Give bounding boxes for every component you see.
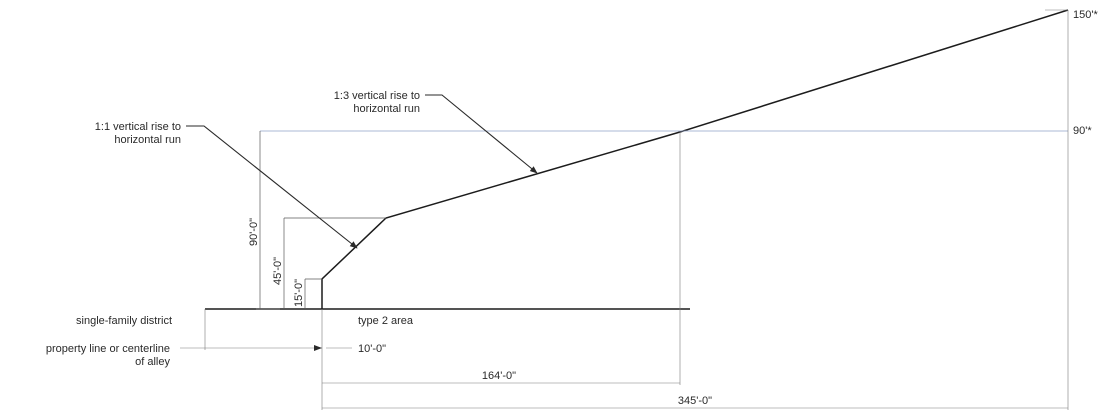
height-profile (321, 9, 1069, 309)
label-type2-area: type 2 area (358, 315, 414, 327)
label-1-3-line1: 1:3 vertical rise to (334, 90, 420, 102)
dim-10-arrow (314, 345, 322, 351)
label-1-1-line2: horizontal run (114, 134, 181, 146)
dim-15-text: 15'-0" (293, 279, 305, 307)
leader-1-1 (186, 125, 358, 249)
label-height-90: 90'* (1073, 125, 1092, 137)
dim-164-text: 164'-0" (482, 370, 516, 382)
leader-1-3 (425, 94, 538, 174)
label-1-3-line2: horizontal run (353, 103, 420, 115)
label-1-1-line1: 1:1 vertical rise to (95, 121, 181, 133)
dim-10-text: 10'-0" (358, 343, 386, 355)
label-single-family: single-family district (76, 315, 172, 327)
dim-45-text: 45'-0" (272, 257, 284, 285)
dim-345-text: 345'-0" (678, 395, 712, 407)
label-property-line-2: of alley (135, 356, 170, 368)
label-property-line-1: property line or centerline (46, 343, 170, 355)
dim-90-text: 90'-0" (248, 218, 260, 246)
label-height-150: 150'* (1073, 9, 1098, 21)
